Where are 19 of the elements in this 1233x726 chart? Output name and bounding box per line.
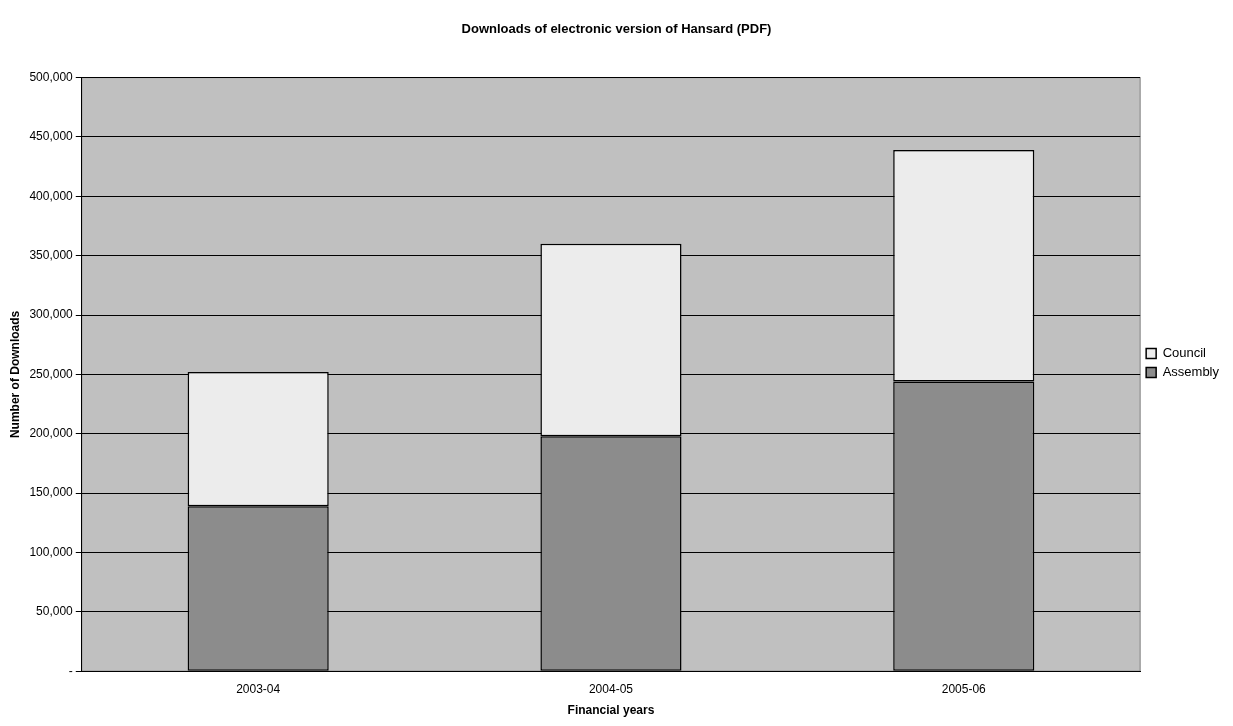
y-tick-label: 150,000 [29,485,74,500]
y-tick-label: 50,000 [36,604,74,619]
y-tick-label: 100,000 [29,544,74,559]
legend-label: Assembly [1162,364,1220,380]
y-tick-label: 250,000 [29,366,74,381]
y-tick-label: 450,000 [29,129,74,144]
legend-label: Council [1162,345,1207,361]
y-tick-label: - [68,663,73,678]
y-tick-label: 350,000 [29,247,74,262]
x-axis-title: Financial years [567,703,655,718]
y-tick-label: 400,000 [29,188,74,203]
y-axis-title: Number of Downloads [7,310,22,439]
x-tick-label: 2005-06 [941,681,987,696]
y-tick-label: 500,000 [29,69,74,84]
y-tick-label: 200,000 [29,426,74,441]
y-tick-label: 300,000 [29,307,74,322]
x-tick-label: 2004-05 [588,681,634,696]
chart-title: Downloads of electronic version of Hansard (PDF) [461,21,772,37]
x-tick-label: 2003-04 [236,681,281,696]
